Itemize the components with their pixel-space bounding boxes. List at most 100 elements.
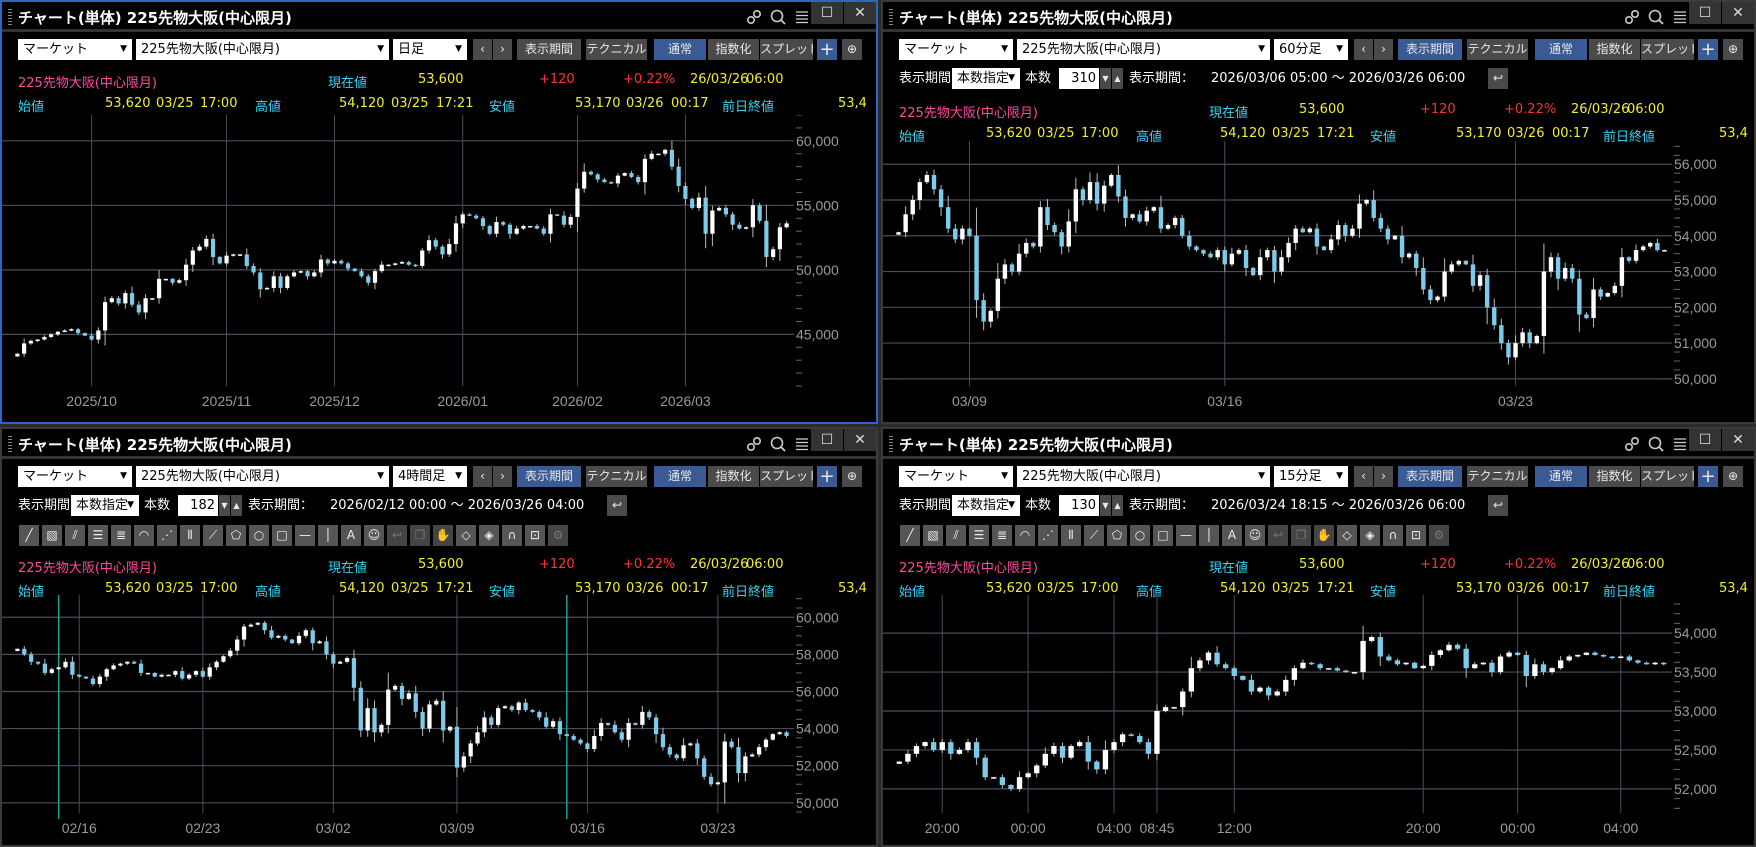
maximize-button[interactable]: ☐ [1689, 2, 1721, 24]
symbol-select[interactable]: 225先物大阪(中心限月) ▼ [136, 39, 389, 60]
vertical-lines-tool-icon[interactable]: ⦀ [180, 525, 200, 546]
maximize-button[interactable]: ☐ [811, 2, 843, 24]
maximize-button[interactable]: ☐ [811, 429, 843, 451]
menu-icon[interactable] [792, 7, 812, 27]
search-icon[interactable] [1646, 7, 1666, 27]
pentagon-tool-icon[interactable]: ⬠ [1107, 525, 1127, 546]
vertical-line-tool-icon[interactable]: │ [318, 525, 338, 546]
normal-button[interactable]: 通常 [1535, 39, 1587, 60]
menu-icon[interactable] [1670, 7, 1690, 27]
copy-tool-icon[interactable]: ❐ [410, 525, 430, 546]
candlestick-chart[interactable]: 45,000 50,000 55,000 60,000 2025/10 2025/11 20… [2, 115, 876, 414]
line-tool-icon[interactable]: ╱ [19, 525, 39, 546]
next-button[interactable]: › [1374, 466, 1393, 487]
search-icon[interactable] [1646, 434, 1666, 454]
horizontal-line-tool-icon[interactable]: — [1176, 525, 1196, 546]
candlestick-chart[interactable]: 50,000 52,000 54,000 56,000 58,000 60,000 02/1… [2, 595, 876, 841]
close-button[interactable]: ✕ [1722, 2, 1754, 24]
channel-pen-tool-icon[interactable]: ▧ [923, 525, 943, 546]
market-select[interactable]: マーケット ▼ [899, 466, 1013, 487]
next-button[interactable]: › [493, 466, 512, 487]
add-button[interactable]: + [817, 466, 837, 487]
drag-handle[interactable] [889, 436, 893, 453]
close-button[interactable]: ✕ [1722, 429, 1754, 451]
close-button[interactable]: ✕ [844, 2, 876, 24]
zoom-in-icon[interactable]: ⊕ [842, 39, 862, 60]
period-mode-select[interactable]: 本数指定 ▼ [952, 68, 1020, 89]
fib-arc-tool-icon[interactable]: ◠ [1015, 525, 1035, 546]
interval-select[interactable]: 60分足 ▼ [1274, 39, 1348, 60]
horizontal-lines-tool-icon[interactable]: ☰ [88, 525, 108, 546]
candlestick-chart[interactable]: 50,000 51,000 52,000 53,000 54,000 55,000 56,0… [883, 141, 1754, 414]
undo-tool-icon[interactable]: ↩ [1268, 525, 1288, 546]
count-input[interactable]: 182 [178, 495, 218, 516]
market-select[interactable]: マーケット ▼ [18, 466, 132, 487]
spread-button[interactable]: スプレッド [760, 39, 813, 60]
fib-arc-tool-icon[interactable]: ◠ [134, 525, 154, 546]
count-increment-button[interactable]: ▲ [231, 495, 242, 516]
drag-handle[interactable] [8, 436, 12, 453]
count-increment-button[interactable]: ▲ [1112, 495, 1123, 516]
icon-stamp-tool-icon[interactable]: ☺ [364, 525, 384, 546]
settings-tool-icon[interactable]: ⚙ [548, 525, 568, 546]
period-button[interactable]: 表示期間 [517, 466, 581, 487]
link-icon[interactable] [744, 434, 764, 454]
multi-lines-tool-icon[interactable]: ≣ [111, 525, 131, 546]
count-input[interactable]: 310 [1059, 68, 1099, 89]
prev-button[interactable]: ‹ [473, 39, 492, 60]
prev-button[interactable]: ‹ [1354, 466, 1373, 487]
link-icon[interactable] [1622, 7, 1642, 27]
undo-tool-icon[interactable]: ↩ [387, 525, 407, 546]
normal-button[interactable]: 通常 [654, 39, 706, 60]
vertical-lines-tool-icon[interactable]: ⦀ [1061, 525, 1081, 546]
count-decrement-button[interactable]: ▼ [1100, 495, 1111, 516]
zoom-in-icon[interactable]: ⊕ [1723, 39, 1743, 60]
next-button[interactable]: › [1374, 39, 1393, 60]
magnet-tool-icon[interactable]: ∩ [1383, 525, 1403, 546]
period-mode-select[interactable]: 本数指定 ▼ [71, 495, 139, 516]
menu-icon[interactable] [792, 434, 812, 454]
circle-tool-icon[interactable]: ○ [1130, 525, 1150, 546]
fib-fan-tool-icon[interactable]: ⋰ [157, 525, 177, 546]
candlestick-chart[interactable]: 52,000 52,500 53,000 53,500 54,000 20:00 00:00… [883, 595, 1754, 841]
rectangle-tool-icon[interactable]: □ [1153, 525, 1173, 546]
text-eraser-tool-icon[interactable]: ◈ [479, 525, 499, 546]
zoom-in-icon[interactable]: ⊕ [842, 466, 862, 487]
technical-button[interactable]: テクニカル [586, 39, 647, 60]
technical-button[interactable]: テクニカル [586, 466, 647, 487]
prev-button[interactable]: ‹ [473, 466, 492, 487]
multi-lines-tool-icon[interactable]: ≣ [992, 525, 1012, 546]
circle-tool-icon[interactable]: ○ [249, 525, 269, 546]
zoom-in-icon[interactable]: ⊕ [1723, 466, 1743, 487]
interval-select[interactable]: 4時間足 ▼ [393, 466, 467, 487]
return-icon[interactable]: ↩ [607, 495, 627, 516]
index-button[interactable]: 指数化 [708, 466, 759, 487]
eraser-tool-icon[interactable]: ◇ [456, 525, 476, 546]
text-tool-icon[interactable]: A [341, 525, 361, 546]
eraser-tool-icon[interactable]: ◇ [1337, 525, 1357, 546]
magnet-tool-icon[interactable]: ∩ [502, 525, 522, 546]
drag-handle[interactable] [8, 9, 12, 26]
text-tool-icon[interactable]: A [1222, 525, 1242, 546]
add-button[interactable]: + [817, 39, 837, 60]
normal-button[interactable]: 通常 [1535, 466, 1587, 487]
period-mode-select[interactable]: 本数指定 ▼ [952, 495, 1020, 516]
symbol-select[interactable]: 225先物大阪(中心限月) ▼ [1017, 466, 1270, 487]
icon-stamp-tool-icon[interactable]: ☺ [1245, 525, 1265, 546]
search-icon[interactable] [768, 7, 788, 27]
return-icon[interactable]: ↩ [1488, 495, 1508, 516]
fib-fan-tool-icon[interactable]: ⋰ [1038, 525, 1058, 546]
market-select[interactable]: マーケット ▼ [899, 39, 1013, 60]
technical-button[interactable]: テクニカル [1467, 466, 1528, 487]
text-eraser-tool-icon[interactable]: ◈ [1360, 525, 1380, 546]
interval-select[interactable]: 15分足 ▼ [1274, 466, 1348, 487]
menu-icon[interactable] [1670, 434, 1690, 454]
interval-select[interactable]: 日足 ▼ [393, 39, 467, 60]
hand-tool-icon[interactable]: ✋ [433, 525, 453, 546]
hand-tool-icon[interactable]: ✋ [1314, 525, 1334, 546]
symbol-select[interactable]: 225先物大阪(中心限月) ▼ [136, 466, 389, 487]
horizontal-lines-tool-icon[interactable]: ☰ [969, 525, 989, 546]
drag-handle[interactable] [889, 9, 893, 26]
parallel-lines-tool-icon[interactable]: ⫽ [946, 525, 966, 546]
period-button[interactable]: 表示期間 [1398, 466, 1462, 487]
